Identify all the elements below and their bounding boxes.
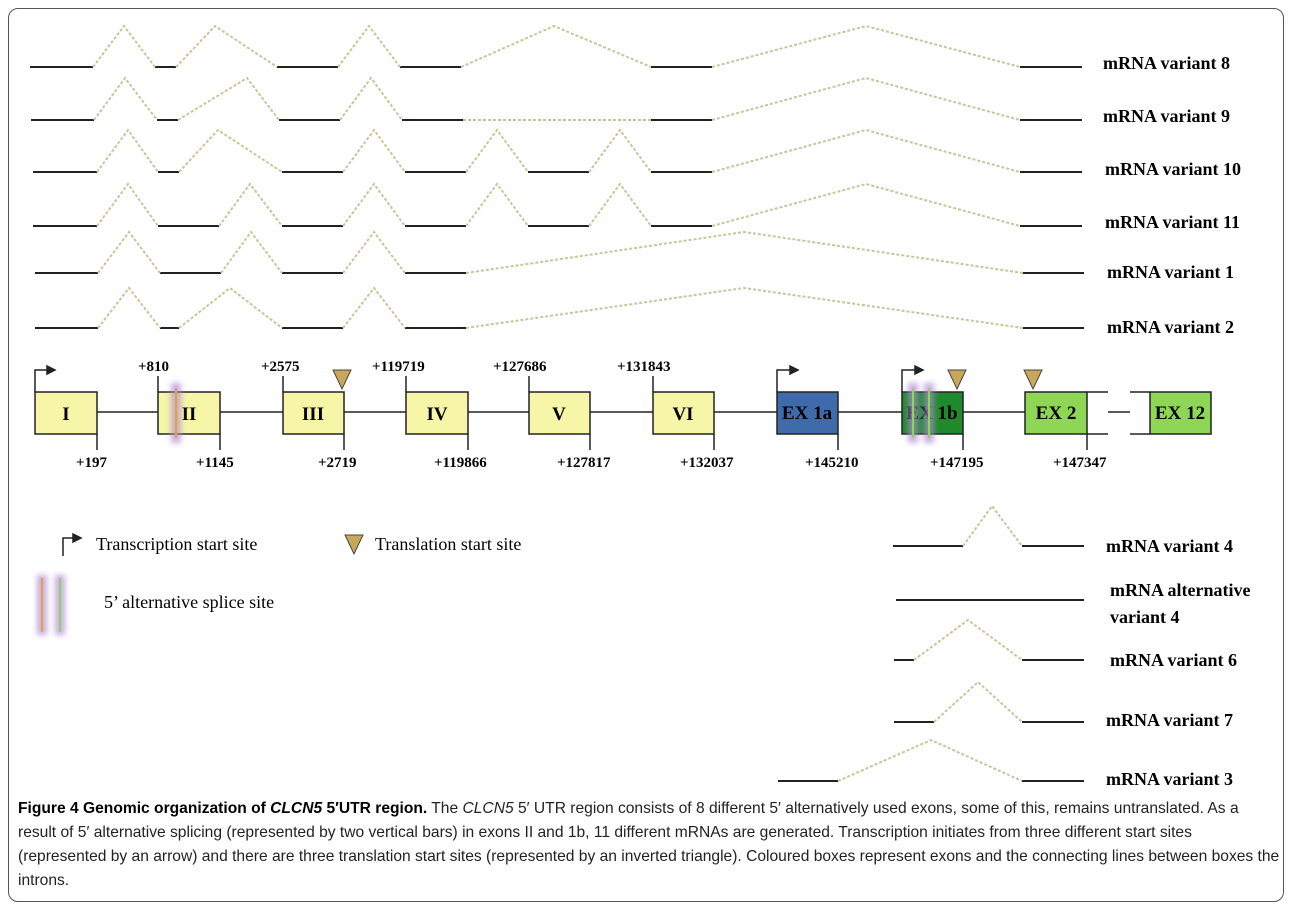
- variant-label: mRNA variant 10: [1105, 159, 1241, 179]
- position-label: +147195: [930, 455, 984, 471]
- exon-label: EX 12: [1155, 403, 1205, 424]
- variant-label: mRNA variant 11: [1105, 212, 1240, 232]
- caption-gene: CLCN5: [462, 800, 514, 817]
- legend-translation-icon: [344, 534, 364, 556]
- intron-backbone: [97, 391, 1150, 435]
- translation-start-triangle: [947, 369, 967, 391]
- gene-diagram: mRNA variant 8 mRNA variant 9 mRNA varia…: [30, 24, 1250, 789]
- mrna-variant-11: [33, 182, 1082, 227]
- exon-2: EX 2: [1024, 391, 1088, 435]
- position-label: +119719: [372, 359, 425, 375]
- variant-label: mRNA alternative: [1110, 580, 1250, 600]
- mrna-variant-2: [35, 286, 1084, 329]
- exon-label: EX 1a: [782, 403, 833, 424]
- caption-title-prefix: Genomic organization of: [83, 800, 271, 817]
- position-label: +127817: [557, 455, 611, 471]
- exon-12: EX 12: [1149, 391, 1212, 435]
- variant-label: mRNA variant 8: [1103, 53, 1230, 73]
- position-label: +2719: [318, 455, 357, 471]
- exon-label: V: [552, 404, 566, 425]
- mrna-variant-8: [30, 24, 1082, 68]
- position-label: +119866: [434, 455, 487, 471]
- variant-label: mRNA variant 6: [1110, 650, 1237, 670]
- exon-label: II: [182, 404, 197, 425]
- transcription-start-arrow: [776, 364, 800, 392]
- mrna-variant-3: [778, 738, 1084, 782]
- exon-I: I: [34, 391, 98, 435]
- caption-text-2: 5′ UTR region consists of 8 different 5′…: [18, 800, 1280, 889]
- mrna-variant-9: [31, 76, 1082, 121]
- position-label: +127686: [493, 359, 547, 375]
- splice-site-marker-exon-1b: [908, 383, 934, 443]
- position-ticks: [96, 376, 1088, 450]
- exon-label: I: [62, 404, 69, 425]
- variant-label: variant 4: [1110, 607, 1180, 627]
- caption-title-gene: CLCN5: [270, 800, 323, 817]
- legend-transcription-label: Transcription start site: [96, 534, 257, 554]
- splice-site-marker-exon-II: [171, 383, 181, 443]
- exon-1a: EX 1a: [776, 391, 839, 435]
- exon-V: V: [528, 391, 591, 435]
- exon-VI: VI: [652, 391, 715, 435]
- transcription-start-arrow: [901, 364, 925, 392]
- exon-label: IV: [426, 404, 447, 425]
- legend-translation-label: Translation start site: [375, 534, 521, 554]
- position-label: +2575: [261, 359, 300, 375]
- variant-label: mRNA variant 9: [1103, 106, 1230, 126]
- caption-label: Figure 4: [18, 800, 79, 817]
- exon-III: III: [282, 391, 345, 435]
- legend-splice-icon: [37, 575, 65, 635]
- exon-label: VI: [672, 404, 693, 425]
- mrna-variant-1: [35, 230, 1084, 274]
- exon-label: EX 2: [1036, 403, 1077, 424]
- variant-label: mRNA variant 4: [1106, 536, 1233, 556]
- position-label: +197: [76, 455, 108, 471]
- figure-frame: [8, 8, 1284, 902]
- exon-label: III: [302, 404, 324, 425]
- translation-start-triangle: [332, 369, 352, 391]
- figure-caption: Figure 4 Genomic organization of CLCN5 5…: [18, 797, 1280, 893]
- variant-label: mRNA variant 1: [1107, 262, 1234, 282]
- variant-label: mRNA variant 7: [1106, 710, 1233, 730]
- mrna-variant-4: [893, 504, 1084, 547]
- legend-splice-label: 5’ alternative splice site: [104, 592, 274, 612]
- variant-label: mRNA variant 3: [1106, 769, 1233, 789]
- translation-start-triangle: [1023, 369, 1043, 391]
- position-label: +1145: [196, 455, 234, 471]
- variant-label: mRNA variant 2: [1107, 317, 1234, 337]
- mrna-variant-10: [33, 128, 1082, 173]
- position-label: +145210: [805, 455, 859, 471]
- legend-transcription-icon: [62, 532, 83, 556]
- position-label: +132037: [680, 455, 734, 471]
- mrna-variant-6: [894, 618, 1084, 661]
- exon-IV: IV: [405, 391, 469, 435]
- exon-II: II: [157, 391, 221, 435]
- caption-title-suffix: 5′UTR region.: [322, 800, 428, 817]
- position-label: +147347: [1053, 455, 1107, 471]
- transcription-start-arrow: [34, 364, 57, 392]
- mrna-variant-7: [894, 680, 1084, 723]
- caption-text-1: The: [427, 800, 463, 817]
- position-label: +810: [138, 359, 169, 375]
- position-label: +131843: [617, 359, 671, 375]
